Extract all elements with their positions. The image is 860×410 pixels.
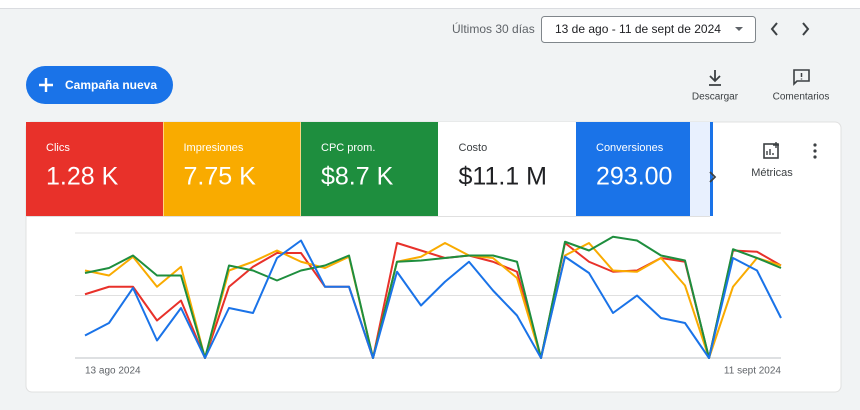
- period-label: Últimos 30 días: [452, 21, 535, 36]
- series-line: [84, 235, 782, 359]
- download-action[interactable]: Descargar: [692, 70, 739, 103]
- metric-label: Impresiones: [184, 142, 244, 154]
- metric-tiles: Clics 1.28 K Impresiones 7.75 K CPC prom. $8.…: [26, 122, 713, 217]
- x-tick-label: 11 sept 2024: [724, 366, 782, 377]
- metric-value: $8.7 K: [321, 163, 394, 191]
- prev-button[interactable]: [770, 22, 778, 36]
- dot[interactable]: [813, 143, 817, 147]
- metric-value: 7.75 K: [184, 163, 257, 191]
- top-strip: [0, 0, 860, 8]
- metric-value: 1.28 K: [46, 163, 119, 191]
- series-line: [84, 239, 782, 359]
- dropdown-arrow[interactable]: [735, 27, 743, 31]
- metric-value: $11.1 M: [459, 163, 547, 191]
- metrics-button[interactable]: Métricas: [751, 142, 793, 179]
- dot[interactable]: [813, 149, 817, 153]
- download-icon[interactable]: [709, 70, 721, 86]
- metric-label: Conversiones: [596, 142, 664, 154]
- button-label[interactable]: Campaña nueva: [65, 78, 157, 92]
- hidden-tile: [690, 122, 710, 216]
- dot[interactable]: [813, 155, 817, 159]
- metric-value: 293.00: [596, 163, 672, 191]
- metric-label: Clics: [46, 142, 70, 154]
- metric-tile: [301, 122, 438, 216]
- feedback-action[interactable]: Comentarios: [773, 69, 830, 103]
- scroll-right[interactable]: [709, 171, 717, 183]
- date-select[interactable]: 13 de ago - 11 de sept de 2024: [541, 16, 756, 43]
- metrics-label[interactable]: Métricas: [751, 167, 793, 179]
- metrics-icon-detail[interactable]: [766, 142, 779, 155]
- date-select-box[interactable]: [541, 16, 756, 43]
- x-tick-label: 13 ago 2024: [85, 366, 141, 377]
- metric-tile: [163, 122, 301, 216]
- metrics-icon[interactable]: [763, 143, 779, 159]
- feedback-icon[interactable]: [793, 69, 810, 86]
- next-button[interactable]: [802, 22, 810, 36]
- date-range[interactable]: 13 de ago - 11 de sept de 2024: [555, 22, 721, 36]
- metric-label: Costo: [459, 142, 488, 154]
- plus-icon[interactable]: [39, 78, 53, 92]
- metric-tile: [438, 122, 576, 216]
- line-chart: 13 ago 2024 11 sept 2024: [75, 232, 782, 377]
- metric-label: CPC prom.: [321, 142, 375, 154]
- more-menu[interactable]: [813, 143, 817, 159]
- new-campaign-button[interactable]: Campaña nueva: [26, 66, 173, 104]
- action-label[interactable]: Comentarios: [773, 92, 830, 103]
- button-bg[interactable]: [26, 66, 173, 104]
- metric-tile: [26, 122, 163, 216]
- action-label[interactable]: Descargar: [692, 92, 739, 103]
